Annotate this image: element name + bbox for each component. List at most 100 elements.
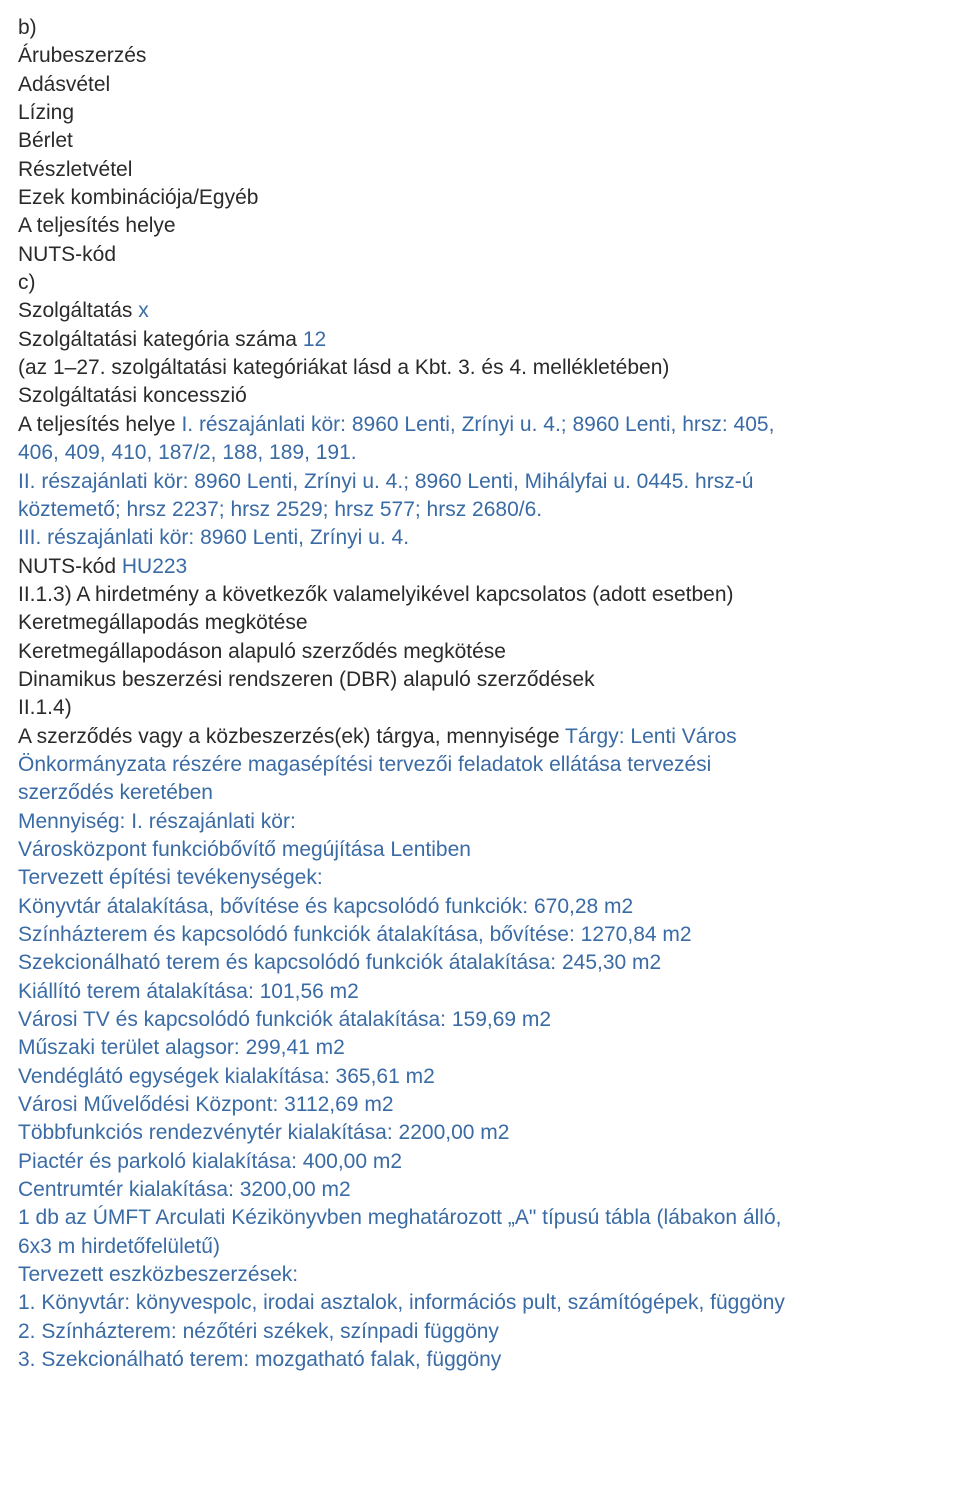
text-segment: Vendéglátó egységek kialakítása: 365,61 … [18,1065,435,1088]
text-line: Városi Művelődési Központ: 3112,69 m2 [18,1091,942,1119]
text-segment: Keretmegállapodáson alapuló szerződés me… [18,640,506,663]
text-segment: Szolgáltatás [18,299,138,322]
text-segment: II.1.4) [18,696,72,719]
text-segment: c) [18,271,36,294]
text-line: 406, 409, 410, 187/2, 188, 189, 191. [18,439,942,467]
text-segment: Többfunkciós rendezvénytér kialakítása: … [18,1121,509,1144]
text-segment: köztemető; hrsz 2237; hrsz 2529; hrsz 57… [18,498,542,521]
text-line: 1 db az ÚMFT Arculati Kézikönyvben megha… [18,1204,942,1232]
text-segment: Kiállító terem átalakítása: 101,56 m2 [18,980,359,1003]
text-segment: szerződés keretében [18,781,213,804]
text-line: III. részajánlati kör: 8960 Lenti, Zríny… [18,524,942,552]
text-line: A teljesítés helye I. részajánlati kör: … [18,411,942,439]
text-line: II.1.4) [18,694,942,722]
text-line: Könyvtár átalakítása, bővítése és kapcso… [18,893,942,921]
text-segment: NUTS-kód [18,243,116,266]
text-line: köztemető; hrsz 2237; hrsz 2529; hrsz 57… [18,496,942,524]
text-line: Szolgáltatás x [18,297,942,325]
text-line: Keretmegállapodás megkötése [18,609,942,637]
text-segment: Szolgáltatási koncesszió [18,384,247,407]
text-segment: II. részajánlati kör: 8960 Lenti, Zrínyi… [18,470,753,493]
text-segment: Centrumtér kialakítása: 3200,00 m2 [18,1178,351,1201]
text-line: Városi TV és kapcsolódó funkciók átalakí… [18,1006,942,1034]
text-line: Piactér és parkoló kialakítása: 400,00 m… [18,1148,942,1176]
text-segment: Műszaki terület alagsor: 299,41 m2 [18,1036,345,1059]
text-segment: 2. Színházterem: nézőtéri székek, színpa… [18,1320,499,1343]
text-segment: 3. Szekcionálható terem: mozgatható fala… [18,1348,501,1371]
text-line: Tervezett építési tevékenységek: [18,864,942,892]
text-line: A teljesítés helye [18,212,942,240]
text-line: Szekcionálható terem és kapcsolódó funkc… [18,949,942,977]
text-segment: Piactér és parkoló kialakítása: 400,00 m… [18,1150,402,1173]
text-line: 2. Színházterem: nézőtéri székek, színpa… [18,1318,942,1346]
text-segment: HU223 [122,555,187,578]
text-line: Keretmegállapodáson alapuló szerződés me… [18,638,942,666]
text-line: Részletvétel [18,156,942,184]
text-line: NUTS-kód [18,241,942,269]
text-segment: I. részajánlati kör: 8960 Lenti, Zrínyi … [181,413,774,436]
text-line: Önkormányzata részére magasépítési terve… [18,751,942,779]
text-line: Lízing [18,99,942,127]
text-segment: b) [18,16,37,39]
text-line: Városközpont funkcióbővítő megújítása Le… [18,836,942,864]
text-segment: A szerződés vagy a közbeszerzés(ek) tárg… [18,725,565,748]
document-body: b) Árubeszerzés Adásvétel LízingBérlet Részl… [18,14,942,1375]
text-segment: 1. Könyvtár: könyvespolc, irodai asztalo… [18,1291,785,1314]
text-segment: III. részajánlati kör: 8960 Lenti, Zríny… [18,526,409,549]
text-segment: Önkormányzata részére magasépítési terve… [18,753,711,776]
text-segment: x [138,299,149,322]
text-line: 3. Szekcionálható terem: mozgatható fala… [18,1346,942,1374]
text-segment: Mennyiség: I. részajánlati kör: [18,810,296,833]
text-segment: 12 [303,328,326,351]
text-line: Ezek kombinációja/Egyéb [18,184,942,212]
text-line: Bérlet [18,127,942,155]
text-line: Kiállító terem átalakítása: 101,56 m2 [18,978,942,1006]
text-segment: Szekcionálható terem és kapcsolódó funkc… [18,951,661,974]
text-line: Árubeszerzés [18,42,942,70]
text-line: Színházterem és kapcsolódó funkciók átal… [18,921,942,949]
text-line: Adásvétel [18,71,942,99]
text-segment: Könyvtár átalakítása, bővítése és kapcso… [18,895,633,918]
text-segment: Tervezett építési tevékenységek: [18,866,323,889]
text-segment: Tervezett eszközbeszerzések: [18,1263,298,1286]
text-line: Szolgáltatási koncesszió [18,382,942,410]
text-segment: Keretmegállapodás megkötése [18,611,308,634]
text-line: 1. Könyvtár: könyvespolc, irodai asztalo… [18,1289,942,1317]
text-line: Tervezett eszközbeszerzések: [18,1261,942,1289]
text-line: A szerződés vagy a közbeszerzés(ek) tárg… [18,723,942,751]
text-segment: 1 db az ÚMFT Arculati Kézikönyvben megha… [18,1206,781,1229]
text-line: II.1.3) A hirdetmény a következők valame… [18,581,942,609]
text-line: Mennyiség: I. részajánlati kör: [18,808,942,836]
text-segment: Bérlet [18,129,73,152]
text-line: Vendéglátó egységek kialakítása: 365,61 … [18,1063,942,1091]
text-segment: II.1.3) A hirdetmény a következők valame… [18,583,734,606]
text-line: II. részajánlati kör: 8960 Lenti, Zrínyi… [18,468,942,496]
text-segment: NUTS-kód [18,555,122,578]
text-line: b) [18,14,942,42]
text-segment: Adásvétel [18,73,110,96]
text-line: Szolgáltatási kategória száma 12 [18,326,942,354]
text-segment: Színházterem és kapcsolódó funkciók átal… [18,923,692,946]
text-segment: Városi Művelődési Központ: 3112,69 m2 [18,1093,394,1116]
text-line: NUTS-kód HU223 [18,553,942,581]
text-line: Centrumtér kialakítása: 3200,00 m2 [18,1176,942,1204]
text-line: Műszaki terület alagsor: 299,41 m2 [18,1034,942,1062]
text-line: Többfunkciós rendezvénytér kialakítása: … [18,1119,942,1147]
text-line: Dinamikus beszerzési rendszeren (DBR) al… [18,666,942,694]
text-segment: Városi TV és kapcsolódó funkciók átalakí… [18,1008,551,1031]
text-line: 6x3 m hirdetőfelületű) [18,1233,942,1261]
text-segment: Városközpont funkcióbővítő megújítása Le… [18,838,471,861]
text-line: szerződés keretében [18,779,942,807]
text-segment: Tárgy: Lenti Város [565,725,737,748]
text-segment: (az 1–27. szolgáltatási kategóriákat lás… [18,356,669,379]
text-segment: Ezek kombinációja/Egyéb [18,186,258,209]
text-segment: 6x3 m hirdetőfelületű) [18,1235,220,1258]
text-segment: Szolgáltatási kategória száma [18,328,303,351]
text-segment: Árubeszerzés [18,44,146,67]
text-segment: Dinamikus beszerzési rendszeren (DBR) al… [18,668,595,691]
text-line: c) [18,269,942,297]
text-segment: 406, 409, 410, 187/2, 188, 189, 191. [18,441,357,464]
text-segment: A teljesítés helye [18,214,176,237]
text-segment: Részletvétel [18,158,132,181]
text-segment: A teljesítés helye [18,413,181,436]
